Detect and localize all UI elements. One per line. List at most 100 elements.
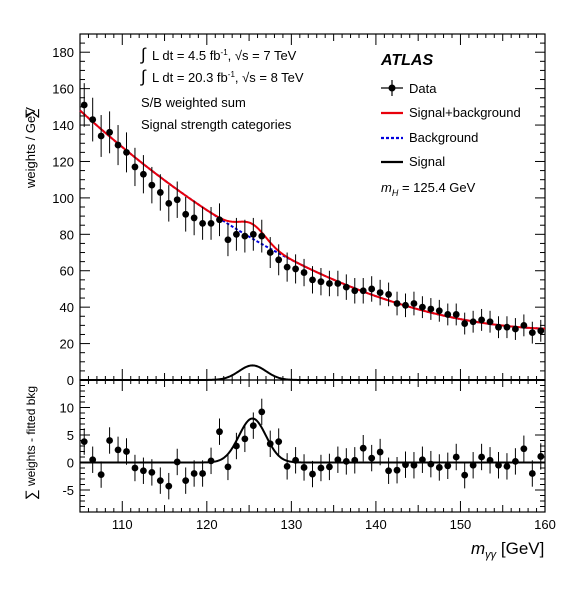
data-point [182,210,190,218]
residual-point [80,438,88,445]
residual-point [427,460,435,468]
residual-point [207,457,215,465]
residual-point [503,462,511,470]
legend-sig-bkg-label: Signal+background [409,105,521,120]
residual-point [249,422,257,430]
data-point [173,196,181,204]
main-y-tick-label: 100 [52,191,74,206]
legend: Data Signal+background Background Signal [381,80,521,169]
residual-point [376,448,384,456]
residual-point [486,456,494,464]
residual-signal-curve [80,417,545,464]
residual-point [140,467,147,475]
residual-point [478,453,485,461]
x-tick-label: 130 [281,517,303,532]
residual-axis-ticks: -5 0 5 10 110 120 130 140 150 160 [60,380,556,532]
legend-data: Data [381,80,437,96]
residual-point [368,454,376,462]
legend-background: Background [381,130,478,145]
main-panel-frame [79,33,546,381]
data-point [275,256,283,264]
data-point [89,116,97,123]
lumi-8tev: L dt = 20.3 fb-1, √s = 8 TeV [152,70,304,85]
data-point [114,141,122,149]
residual-point [528,470,536,477]
xlabel: mγγ [GeV] [471,539,544,561]
x-tick-label: 140 [365,517,387,532]
residual-point [148,469,156,476]
data-point [469,318,477,326]
data-point [351,287,359,295]
residual-y-tick-label: 10 [60,401,74,416]
mass-label: mH = 125.4 GeV [381,180,476,198]
data-point [216,216,223,224]
data-point [444,311,452,318]
data-point [326,280,333,287]
legend-sig-bkg: Signal+background [381,105,521,120]
lumi-7tev: L dt = 4.5 fb-1, √s = 7 TeV [152,48,297,63]
legend-signal: Signal [381,154,445,169]
residual-point [292,456,299,464]
legend-data-label: Data [409,81,437,96]
residual-point [317,464,325,472]
main-ylabel-sum: ∑ [23,108,40,119]
data-point [207,219,215,227]
residual-data-points [80,398,545,500]
main-y-tick-label: 60 [60,264,74,279]
main-curves [79,109,546,381]
legend-signal-label: Signal [409,154,445,169]
data-point [334,280,342,287]
atlas-label: ATLAS [380,52,433,69]
main-ylabel-text: weights / GeV [23,107,38,189]
data-point [385,291,392,298]
data-point [266,249,274,256]
residual-y-tick-label: 0 [67,456,74,471]
residual-point [300,464,308,471]
residual-point [89,456,97,464]
data-point [97,132,105,140]
residual-point [495,461,502,469]
data-point [461,320,469,327]
residual-ylabel-text: weights - fitted bkg [24,386,38,487]
residual-point [182,477,190,485]
main-y-tick-label: 0 [67,373,74,388]
residual-point [452,453,460,461]
residual-ylabel: ∑ weights - fitted bkg [23,386,40,500]
data-point [80,101,88,109]
x-tick-label: 110 [112,517,133,532]
annotation-block: ∫ L dt = 4.5 fb-1, √s = 7 TeV ∫ L dt = 2… [140,45,304,132]
residual-point [469,461,477,469]
data-point [495,323,502,331]
data-point [241,232,249,240]
residual-point [173,458,181,466]
data-point [435,307,443,315]
main-y-tick-label: 140 [52,118,74,133]
residual-point [106,437,113,444]
data-point [148,181,156,189]
main-data-points [80,83,545,344]
data-point [368,285,376,293]
data-point [452,311,460,318]
data-point [342,283,350,291]
residual-point [190,470,198,477]
main-y-tick-label: 80 [60,227,74,242]
signal-curve [80,364,545,381]
main-y-tick-label: 180 [52,45,74,60]
data-point [393,300,401,307]
residual-point [393,466,401,474]
residual-point [419,456,426,464]
residual-y-tick-label: 5 [67,428,74,443]
data-point [503,323,511,331]
data-point [309,276,316,284]
main-y-tick-label: 20 [60,337,74,352]
main-y-tick-label: 40 [60,300,74,315]
residual-point [512,458,519,465]
data-point [165,199,173,207]
data-point [419,303,426,311]
data-point [410,300,418,307]
data-point [402,301,409,309]
data-point [528,329,536,337]
data-point [478,316,485,324]
residual-point [266,440,274,448]
